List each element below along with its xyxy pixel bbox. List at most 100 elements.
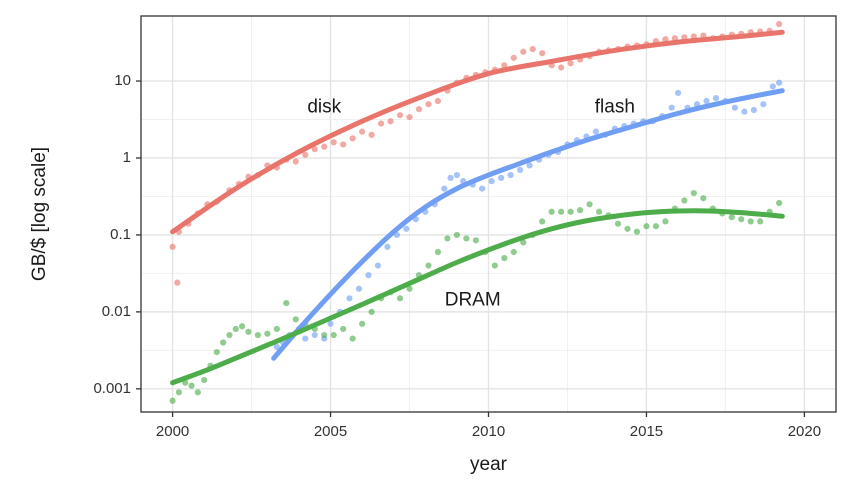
y-axis-ticks: 0.001 0.01 0.1 1 10 [93, 72, 141, 397]
data-point-flash [374, 262, 382, 269]
data-point-dram [425, 262, 432, 269]
data-point-dram [501, 254, 508, 262]
x-tick-label: 2000 [156, 423, 189, 440]
data-point-dram [220, 339, 227, 346]
data-point-flash [703, 97, 710, 105]
data-point-dram [614, 220, 622, 227]
data-point-disk [406, 113, 413, 121]
data-point-disk [520, 48, 527, 55]
data-point-dram [283, 300, 290, 307]
data-point-disk [302, 151, 309, 158]
data-point-flash [488, 178, 495, 185]
data-point-dram [700, 195, 707, 202]
data-point-dram [245, 328, 252, 335]
trend-line-flash [271, 88, 785, 361]
y-tick-label: 10 [114, 72, 131, 89]
series-label-flash: flash [595, 97, 635, 118]
data-point-disk [671, 35, 678, 42]
data-point-dram [368, 308, 375, 315]
data-point-dram [776, 199, 783, 207]
data-point-dram [577, 207, 584, 214]
data-point-dram [643, 223, 650, 230]
data-point-dram [747, 218, 754, 225]
data-point-dram [681, 197, 688, 204]
data-point-dram [472, 237, 479, 244]
grid-major [141, 16, 836, 412]
data-point-flash [516, 166, 524, 174]
data-point-flash [479, 185, 486, 192]
data-point-dram [194, 389, 201, 396]
data-point-dram [595, 208, 603, 215]
data-point-dram [652, 223, 660, 230]
data-point-disk [567, 60, 574, 67]
series-annotations: disk flash DRAM [307, 97, 635, 311]
data-point-disk [425, 101, 432, 108]
data-point-flash [674, 89, 682, 97]
series-label-disk: disk [307, 97, 341, 118]
data-point-disk [330, 139, 337, 146]
data-point-dram [539, 218, 546, 225]
data-point-dram [444, 235, 451, 242]
x-tick-label: 2020 [788, 423, 821, 440]
data-point-flash [498, 174, 505, 182]
data-point-dram [520, 239, 527, 246]
data-point-disk [349, 135, 356, 142]
x-tick-label: 2015 [630, 423, 663, 440]
data-point-disk [387, 118, 394, 125]
data-point-flash [592, 128, 600, 135]
data-point-dram [757, 218, 764, 225]
trend-line-dram [170, 208, 785, 386]
y-tick-label: 0.01 [102, 303, 131, 320]
data-point-flash [273, 343, 280, 351]
data-point-disk [776, 20, 783, 28]
data-point-disk [415, 106, 423, 113]
trend-lines [170, 29, 785, 386]
data-point-flash [346, 295, 353, 302]
data-point-dram [463, 235, 470, 242]
y-tick-label: 0.001 [93, 380, 131, 397]
data-point-disk [558, 64, 565, 71]
data-point-dram [232, 325, 239, 333]
data-point-disk [434, 97, 442, 105]
data-point-disk [169, 243, 176, 250]
data-point-flash [526, 162, 533, 169]
series-label-dram: DRAM [445, 290, 501, 311]
x-axis-title: year [470, 454, 508, 475]
data-point-dram [254, 331, 261, 339]
data-point-disk [292, 158, 299, 165]
x-axis-ticks: 2000 2005 2010 2015 2020 [156, 412, 821, 440]
data-point-flash [441, 185, 448, 192]
data-point-dram [548, 208, 555, 215]
data-point-dram [434, 248, 442, 256]
data-point-flash [668, 104, 675, 111]
data-point-dram [662, 218, 669, 225]
data-point-dram [226, 331, 233, 339]
data-point-dram [728, 214, 735, 221]
data-point-dram [738, 216, 745, 223]
data-point-flash [365, 272, 372, 279]
y-tick-label: 0.1 [110, 226, 131, 243]
data-point-dram [321, 331, 328, 339]
y-axis-title: GB/$ [log scale] [29, 147, 50, 281]
data-point-dram [175, 389, 183, 396]
data-point-disk [529, 45, 536, 53]
data-point-flash [302, 335, 309, 342]
data-point-flash [447, 174, 454, 182]
data-point-dram [586, 201, 593, 208]
data-point-dram [201, 376, 208, 384]
data-point-dram [633, 228, 641, 235]
data-point-flash [384, 243, 391, 250]
x-tick-label: 2010 [472, 423, 505, 440]
data-point-disk [377, 120, 385, 127]
data-point-flash [712, 95, 720, 102]
data-point-dram [169, 397, 176, 404]
data-point-flash [507, 171, 514, 179]
data-point-dram [188, 382, 195, 389]
data-point-dram [213, 349, 220, 356]
data-point-disk [539, 50, 546, 57]
trend-line-disk [170, 29, 785, 235]
data-point-dram [510, 248, 517, 256]
data-point-flash [403, 225, 410, 232]
